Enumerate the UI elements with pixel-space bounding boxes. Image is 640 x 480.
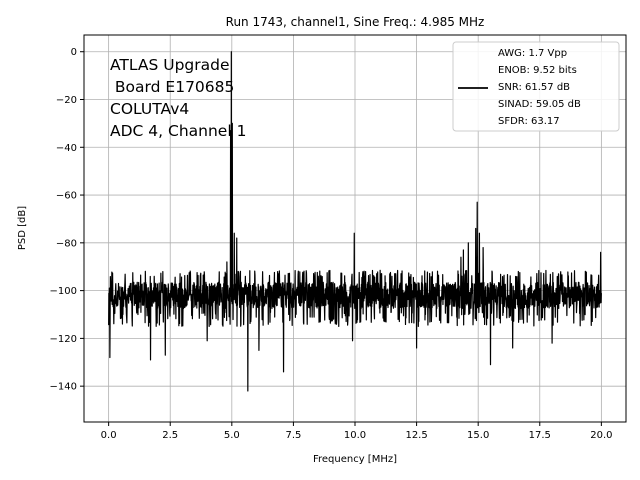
y-tick-label: −20 <box>56 95 77 106</box>
x-axis-label: Frequency [MHz] <box>313 454 397 465</box>
y-tick-label: −140 <box>50 382 77 393</box>
x-tick-label: 17.5 <box>529 430 551 441</box>
annotation-line: ADC 4, Channel 1 <box>110 122 246 140</box>
legend-entry: AWG: 1.7 Vpp <box>498 48 567 59</box>
y-tick-label: −100 <box>50 286 77 297</box>
y-tick-label: −40 <box>56 143 77 154</box>
legend-entry: SFDR: 63.17 <box>498 116 560 127</box>
x-tick-label: 12.5 <box>405 430 427 441</box>
chart-title: Run 1743, channel1, Sine Freq.: 4.985 MH… <box>226 15 485 29</box>
legend: AWG: 1.7 Vpp ENOB: 9.52 bits SNR: 61.57 … <box>452 41 620 132</box>
legend-entry: ENOB: 9.52 bits <box>498 65 577 76</box>
y-axis-label: PSD [dB] <box>17 206 28 250</box>
annotation-line: Board E170685 <box>110 78 234 96</box>
y-tick-label: −80 <box>56 238 77 249</box>
x-tick-label: 0.0 <box>101 430 117 441</box>
x-tick-label: 20.0 <box>590 430 612 441</box>
grid <box>84 35 626 422</box>
annotation-line: COLUTAv4 <box>110 100 189 118</box>
x-tick-label: 5.0 <box>224 430 240 441</box>
x-tick-label: 7.5 <box>285 430 301 441</box>
y-tick-label: −120 <box>50 334 77 345</box>
y-axis-ticks: 0 −20 −40 −60 −80 −100 −120 −140 <box>50 47 84 393</box>
series-layer <box>108 51 602 392</box>
annotation-line: ATLAS Upgrade <box>110 56 230 74</box>
y-tick-label: 0 <box>71 47 77 58</box>
x-tick-label: 15.0 <box>467 430 489 441</box>
x-axis-ticks: 0.0 2.5 5.0 7.5 10.0 12.5 15.0 17.5 20.0 <box>101 422 612 441</box>
y-tick-label: −60 <box>56 191 77 202</box>
legend-entry: SINAD: 59.05 dB <box>498 99 581 110</box>
legend-box <box>452 41 620 132</box>
board-annotation: ATLAS Upgrade Board E170685 COLUTAv4 ADC… <box>110 56 246 140</box>
x-tick-label: 2.5 <box>162 430 178 441</box>
legend-entry: SNR: 61.57 dB <box>498 82 570 93</box>
x-tick-label: 10.0 <box>344 430 366 441</box>
psd-trace <box>108 51 602 392</box>
